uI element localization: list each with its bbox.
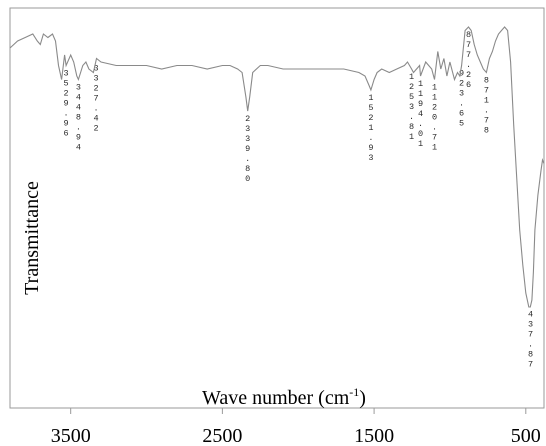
x-axis-label-main: Wave number (cm [202,387,350,409]
x-axis-ticks: 3500 2500 1500 500 [51,408,541,446]
x-axis-label-close: ) [359,387,366,409]
y-axis-label: Transmittance [21,181,43,295]
spectrum-line [9,26,545,308]
plot-frame [9,7,545,409]
x-axis-label: Wave number (cm-1) [202,385,366,409]
peak-label-layer: 3 5 2 9. 9 6 3 4 4 8. 9 4 3 3 2 7. 4 2 2 3 3 9. 8 0 1 5 2 1. 9 3 1 2 5 3.… [64,30,534,369]
x-axis-label-superscript: -1 [349,385,359,399]
x-tick-label-2: 1500 [354,425,394,446]
x-tick-label-0: 3500 [51,425,91,446]
x-tick-label-3: 500 [511,425,541,446]
x-tick-label-1: 2500 [202,425,242,446]
